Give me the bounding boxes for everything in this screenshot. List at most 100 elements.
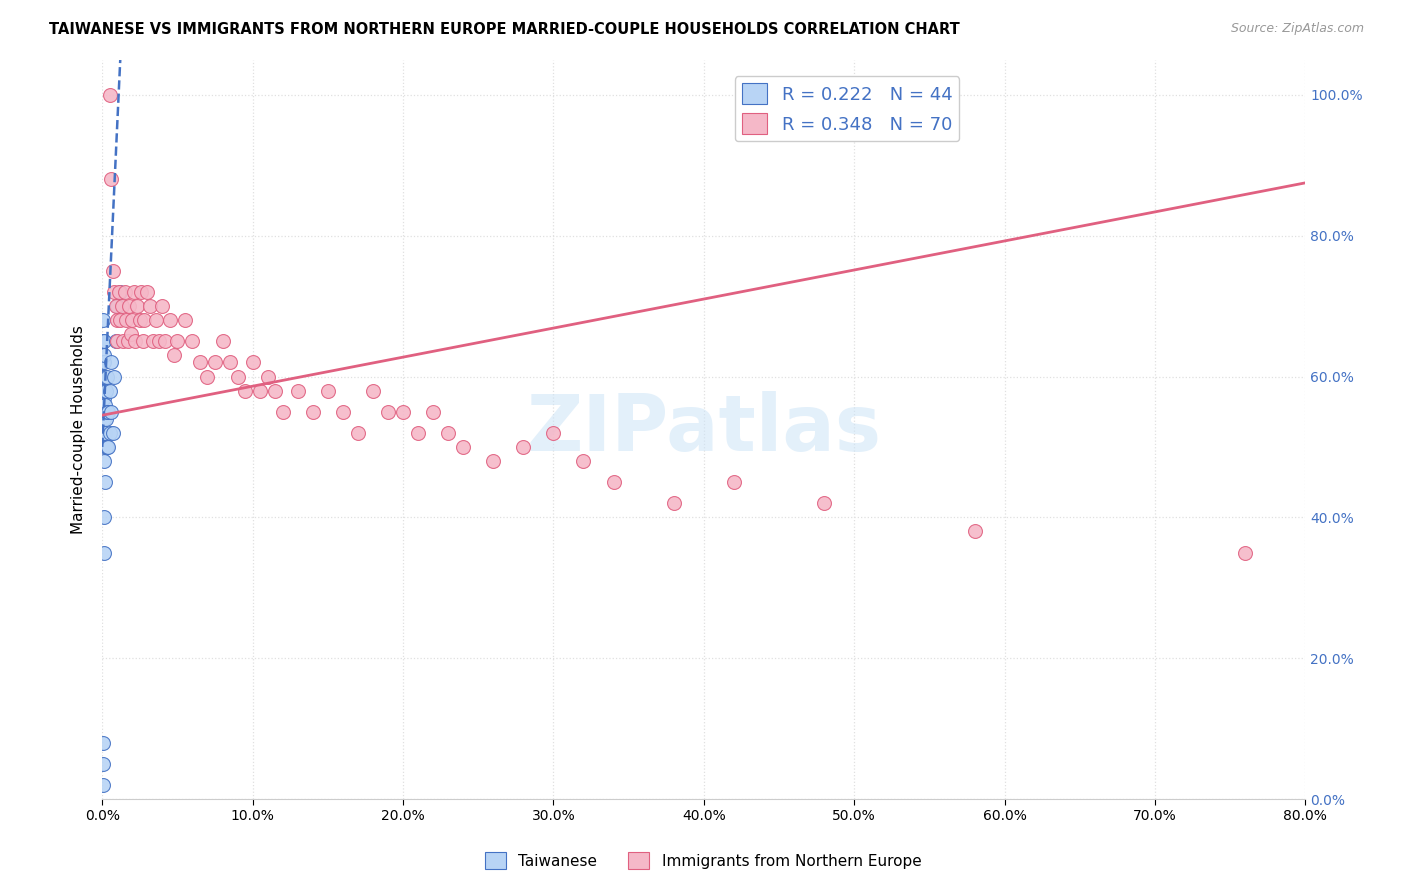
- Point: [132, 334, 155, 349]
- Point: [347, 425, 370, 440]
- Point: [131, 285, 153, 299]
- Point: [96, 369, 118, 384]
- Point: [97, 440, 120, 454]
- Point: [361, 384, 384, 398]
- Point: [963, 524, 986, 539]
- Point: [91, 355, 114, 369]
- Point: [264, 384, 287, 398]
- Point: [91, 778, 114, 792]
- Point: [301, 405, 323, 419]
- Point: [145, 313, 167, 327]
- Point: [96, 440, 118, 454]
- Point: [94, 425, 117, 440]
- Point: [128, 313, 150, 327]
- Point: [93, 425, 115, 440]
- Point: [543, 425, 565, 440]
- Point: [114, 285, 136, 299]
- Point: [1234, 545, 1257, 559]
- Point: [94, 398, 117, 412]
- Point: [512, 440, 534, 454]
- Legend: Taiwanese, Immigrants from Northern Europe: Taiwanese, Immigrants from Northern Euro…: [478, 846, 928, 875]
- Point: [723, 475, 745, 490]
- Point: [94, 440, 117, 454]
- Point: [451, 440, 474, 454]
- Point: [110, 285, 132, 299]
- Point: [94, 369, 117, 384]
- Point: [572, 454, 595, 468]
- Point: [155, 334, 177, 349]
- Point: [482, 454, 505, 468]
- Point: [93, 405, 115, 419]
- Point: [93, 510, 115, 524]
- Point: [98, 384, 121, 398]
- Point: [332, 405, 354, 419]
- Point: [97, 405, 120, 419]
- Point: [94, 411, 117, 425]
- Point: [662, 496, 685, 510]
- Point: [136, 285, 159, 299]
- Point: [94, 475, 117, 490]
- Point: [406, 425, 429, 440]
- Point: [107, 285, 129, 299]
- Point: [204, 355, 226, 369]
- Point: [163, 348, 186, 362]
- Point: [219, 355, 242, 369]
- Point: [122, 285, 145, 299]
- Point: [110, 313, 132, 327]
- Text: Source: ZipAtlas.com: Source: ZipAtlas.com: [1230, 22, 1364, 36]
- Point: [93, 454, 115, 468]
- Point: [188, 355, 211, 369]
- Point: [233, 384, 256, 398]
- Point: [103, 285, 125, 299]
- Point: [104, 334, 127, 349]
- Point: [91, 384, 114, 398]
- Point: [93, 348, 115, 362]
- Point: [93, 384, 115, 398]
- Point: [287, 384, 309, 398]
- Text: TAIWANESE VS IMMIGRANTS FROM NORTHERN EUROPE MARRIED-COUPLE HOUSEHOLDS CORRELATI: TAIWANESE VS IMMIGRANTS FROM NORTHERN EU…: [49, 22, 960, 37]
- Point: [93, 545, 115, 559]
- Point: [100, 405, 122, 419]
- Point: [93, 391, 115, 405]
- Point: [197, 369, 219, 384]
- Point: [139, 299, 162, 313]
- Point: [91, 334, 114, 349]
- Point: [120, 327, 142, 342]
- Point: [377, 405, 399, 419]
- Point: [105, 299, 128, 313]
- Point: [111, 299, 134, 313]
- Point: [422, 405, 444, 419]
- Point: [94, 384, 117, 398]
- Point: [437, 425, 460, 440]
- Point: [91, 405, 114, 419]
- Point: [91, 391, 114, 405]
- Point: [98, 87, 121, 102]
- Point: [242, 355, 264, 369]
- Point: [96, 405, 118, 419]
- Point: [103, 369, 125, 384]
- Point: [101, 425, 124, 440]
- Point: [226, 369, 249, 384]
- Point: [118, 299, 141, 313]
- Point: [98, 425, 121, 440]
- Point: [121, 313, 143, 327]
- Point: [813, 496, 835, 510]
- Point: [91, 369, 114, 384]
- Point: [93, 369, 115, 384]
- Point: [105, 313, 128, 327]
- Point: [271, 405, 294, 419]
- Point: [93, 411, 115, 425]
- Point: [174, 313, 197, 327]
- Point: [211, 334, 233, 349]
- Point: [181, 334, 204, 349]
- Point: [93, 425, 115, 440]
- Point: [91, 756, 114, 771]
- Point: [117, 334, 139, 349]
- Point: [392, 405, 415, 419]
- Legend: R = 0.222   N = 44, R = 0.348   N = 70: R = 0.222 N = 44, R = 0.348 N = 70: [734, 76, 959, 141]
- Point: [148, 334, 170, 349]
- Y-axis label: Married-couple Households: Married-couple Households: [72, 325, 86, 533]
- Point: [91, 736, 114, 750]
- Point: [124, 334, 146, 349]
- Point: [249, 384, 271, 398]
